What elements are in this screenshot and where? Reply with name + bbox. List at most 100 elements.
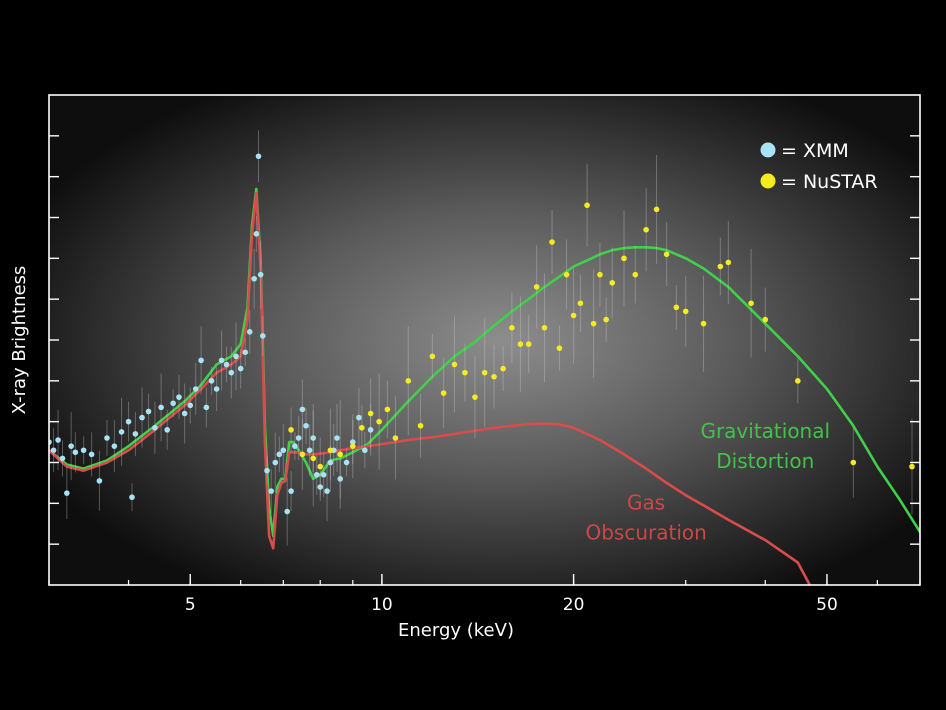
data-point <box>257 271 264 278</box>
data-point <box>164 427 170 433</box>
data-point <box>597 271 603 278</box>
data-point <box>96 478 103 484</box>
legend-label: = NuSTAR <box>781 171 878 193</box>
data-point <box>292 443 298 449</box>
data-point <box>700 320 707 327</box>
data-point <box>472 394 478 400</box>
data-point <box>491 373 497 380</box>
x-axis-label: Energy (keV) <box>398 620 514 641</box>
data-point <box>429 353 436 360</box>
data-point <box>213 386 220 392</box>
data-point <box>295 435 302 441</box>
data-point <box>359 424 365 431</box>
data-point <box>451 361 458 368</box>
data-point <box>643 226 649 233</box>
data-point <box>145 408 152 415</box>
data-point <box>310 435 317 441</box>
data-point <box>152 424 158 431</box>
data-point <box>717 263 724 270</box>
data-point <box>139 414 145 421</box>
data-point <box>242 349 249 356</box>
data-point <box>481 369 488 376</box>
data-point <box>509 324 515 331</box>
data-point <box>541 324 548 331</box>
data-point <box>337 451 344 458</box>
data-point <box>64 490 70 496</box>
data-point <box>255 153 262 160</box>
data-point <box>118 429 125 435</box>
data-point <box>68 443 74 449</box>
x-tick-label: 50 <box>816 595 838 615</box>
data-point <box>132 431 139 437</box>
data-point <box>276 451 283 458</box>
annotation-text: Gas <box>627 490 665 514</box>
data-point <box>748 300 754 307</box>
tick-layer <box>48 135 921 585</box>
x-tick-label: 5 <box>185 595 196 615</box>
y-axis-label: X-ray Brightness <box>9 266 30 415</box>
data-point <box>603 316 609 323</box>
data-point <box>462 369 468 376</box>
data-point <box>673 304 680 311</box>
data-point <box>367 427 374 433</box>
data-point <box>317 484 324 490</box>
data-point <box>280 447 287 454</box>
data-point <box>125 418 132 425</box>
data-point <box>59 455 66 462</box>
data-point <box>111 443 118 449</box>
data-point <box>356 414 362 421</box>
x-tick-labels: 5 10 20 50 <box>185 595 838 615</box>
data-point <box>632 271 639 278</box>
data-point <box>299 406 306 413</box>
data-point <box>324 488 330 494</box>
data-point <box>208 378 215 384</box>
data-point <box>272 459 279 466</box>
data-point <box>192 386 199 392</box>
data-point <box>334 435 340 441</box>
data-point <box>176 394 182 400</box>
data-point <box>104 435 110 441</box>
data-point <box>181 410 188 417</box>
data-point <box>525 341 532 347</box>
legend-marker <box>760 173 776 189</box>
annotation-text: Obscuration <box>585 520 706 544</box>
data-point <box>251 275 257 282</box>
data-point <box>55 437 61 443</box>
data-point <box>50 447 57 454</box>
data-point <box>198 357 204 364</box>
data-point <box>621 255 627 262</box>
data-point <box>725 259 732 266</box>
data-point <box>80 447 87 454</box>
data-point <box>609 280 616 286</box>
data-point <box>320 471 327 478</box>
series-line <box>49 191 812 585</box>
data-point <box>343 459 350 466</box>
data-point <box>288 488 294 494</box>
data-point <box>556 345 563 351</box>
data-point <box>500 365 506 372</box>
plot-background <box>49 95 920 585</box>
data-point <box>299 451 306 458</box>
data-point <box>218 357 225 364</box>
data-point <box>233 353 239 360</box>
data-point <box>129 494 135 501</box>
annotation-text: Distortion <box>716 449 814 473</box>
data-point <box>909 463 915 470</box>
data-point <box>187 402 194 409</box>
data-point <box>440 390 447 396</box>
data-point <box>72 449 79 456</box>
data-point <box>682 308 689 315</box>
x-tick-label: 10 <box>371 595 393 615</box>
annotation-text: Gravitational <box>700 419 830 443</box>
data-point <box>264 467 270 474</box>
data-point <box>349 443 356 449</box>
data-point <box>306 447 313 454</box>
data-point <box>158 404 164 411</box>
data-point <box>405 378 412 384</box>
data-point <box>310 455 317 462</box>
data-point <box>260 333 266 339</box>
annotations: Gravitational Distortion Gas Obscuration <box>585 419 830 544</box>
data-point <box>284 508 291 515</box>
data-point <box>384 406 391 413</box>
data-point <box>246 329 253 335</box>
